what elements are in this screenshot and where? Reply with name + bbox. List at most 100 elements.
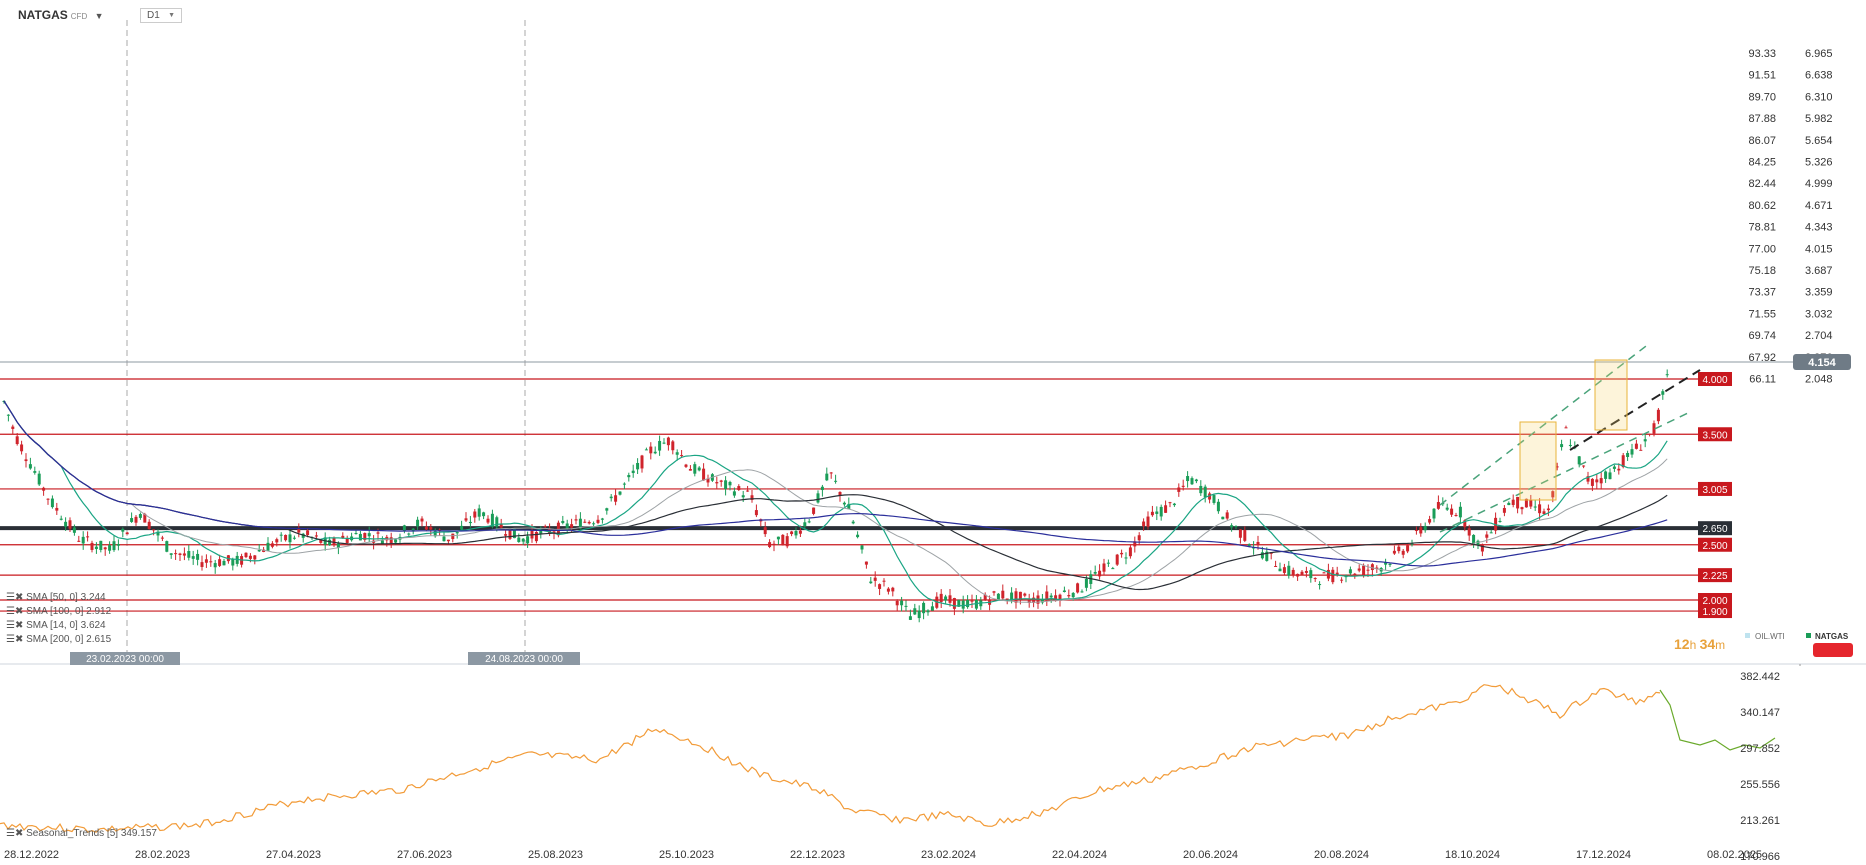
sma-legend-item[interactable]: ☰✖ SMA [200, 0] 2.615 — [6, 634, 111, 645]
candle-body — [1155, 511, 1159, 514]
candle-body — [1032, 597, 1036, 603]
candle-body — [196, 553, 200, 560]
candle-body — [627, 475, 631, 478]
candle-body — [473, 511, 477, 518]
candle-body — [1067, 595, 1071, 597]
candle-body — [1234, 526, 1238, 528]
candle-body — [587, 521, 591, 524]
candle-body — [165, 541, 169, 552]
candle-body — [992, 591, 996, 593]
candle-body — [966, 600, 970, 608]
candle-body — [468, 521, 472, 524]
candle-body — [306, 530, 310, 536]
candle-body — [1304, 570, 1308, 573]
candle-body — [1489, 532, 1493, 534]
candle-body — [592, 523, 596, 525]
candle-body — [693, 464, 697, 474]
axis-tick-label: 4.343 — [1805, 222, 1833, 234]
axis-tick-label: 340.147 — [1740, 707, 1780, 719]
candle-body — [24, 459, 28, 462]
sma-legend-item[interactable]: ☰✖ SMA [50, 0] 3.244 — [6, 592, 106, 603]
candle-body — [948, 595, 952, 603]
candle-body — [1137, 535, 1141, 541]
candle-body — [451, 533, 455, 540]
candle-body — [798, 530, 802, 534]
level-text: 3.005 — [1702, 485, 1727, 496]
axis-tick-label: 84.25 — [1748, 157, 1776, 169]
candle-body — [1212, 495, 1216, 503]
candle-body — [64, 521, 68, 527]
candle-body — [1472, 534, 1476, 544]
candle-body — [1322, 572, 1326, 574]
candle-body — [864, 561, 868, 565]
candle-body — [1476, 540, 1480, 545]
candle-body — [1626, 452, 1630, 457]
candle-body — [112, 541, 116, 551]
candle-body — [1665, 374, 1669, 376]
candle-body — [1533, 506, 1537, 508]
symbol-selector[interactable]: NATGAS CFD ▼ — [18, 8, 104, 22]
seasonal-trend-pane — [0, 684, 1776, 833]
candle-body — [680, 455, 684, 457]
candle-body — [1564, 427, 1568, 429]
candle-body — [433, 531, 437, 537]
axis-tick-label: 6.310 — [1805, 91, 1833, 103]
candle-body — [270, 543, 274, 547]
candle-body — [1010, 592, 1014, 600]
candle-body — [728, 481, 732, 486]
candle-body — [1049, 595, 1053, 598]
candle-body — [1516, 496, 1520, 509]
time-axis-label: 27.04.2023 — [266, 849, 321, 861]
candle-body — [596, 519, 600, 523]
candle-body — [42, 487, 46, 491]
candle-body — [222, 560, 226, 566]
candle-body — [1274, 565, 1278, 567]
list-icon: ☰✖ — [6, 606, 27, 617]
candle-body — [1608, 472, 1612, 480]
candle-body — [1203, 486, 1207, 498]
timeframe-selector[interactable]: D1 ▼ — [140, 8, 182, 23]
candle-body — [1568, 444, 1572, 446]
axis-tick-label: 3.687 — [1805, 265, 1833, 277]
time-axis-label: 18.10.2024 — [1445, 849, 1500, 861]
candle-body — [1194, 479, 1198, 482]
candle-body — [1450, 508, 1454, 515]
candle-body — [354, 533, 358, 535]
candle-body — [974, 599, 978, 609]
candle-body — [807, 521, 811, 523]
sma-legend-item[interactable]: ☰✖ SMA [100, 0] 2.912 — [6, 606, 111, 617]
candle-body — [1133, 541, 1137, 547]
candle-body — [380, 540, 384, 545]
time-axis-label: 27.06.2023 — [397, 849, 452, 861]
candle-body — [565, 523, 569, 529]
candle-body — [1524, 498, 1528, 508]
seasonal-projection — [1659, 689, 1776, 751]
candle-body — [1168, 502, 1172, 504]
axis-tick-label: 5.326 — [1805, 157, 1833, 169]
candle-body — [1058, 594, 1062, 601]
candle-body — [358, 533, 362, 541]
candle-body — [508, 530, 512, 539]
candle-body — [1432, 508, 1436, 519]
candle-body — [204, 559, 208, 563]
candle-body — [1128, 547, 1132, 557]
level-text: 1.900 — [1702, 607, 1727, 618]
seasonal-legend[interactable]: ☰✖ Seasonal_Trends [5] 349.157 — [6, 828, 157, 839]
candle-body — [394, 539, 398, 543]
candle-body — [182, 553, 186, 556]
candle-body — [1560, 444, 1564, 448]
candle-body — [891, 587, 895, 592]
time-marker-text: 24.08.2023 00:00 — [485, 654, 563, 665]
candle-body — [1005, 598, 1009, 600]
candle-body — [1084, 578, 1088, 588]
candle-body — [776, 536, 780, 540]
sma-legend-item[interactable]: ☰✖ SMA [14, 0] 3.624 — [6, 620, 106, 631]
sma-legend-text: SMA [14, 0] 3.624 — [26, 620, 106, 631]
candle-body — [187, 551, 191, 558]
candle-body — [688, 468, 692, 471]
candle-body — [526, 536, 530, 544]
candle-body — [402, 525, 406, 531]
candle-body — [1480, 544, 1484, 552]
